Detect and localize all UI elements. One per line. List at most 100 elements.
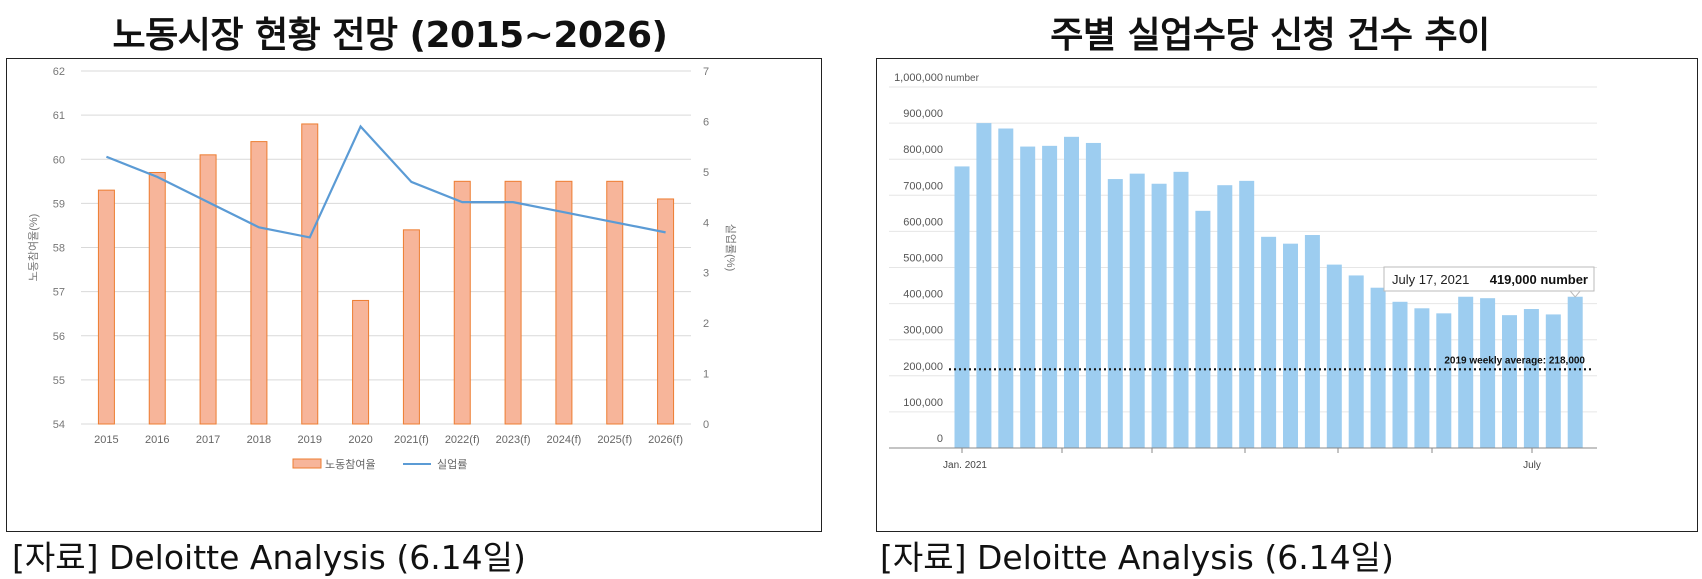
y-tick-label: 54 xyxy=(53,419,65,431)
x-tick-label: 2019 xyxy=(298,434,322,446)
weekly-claims-bar xyxy=(954,166,970,449)
y-tick-label: 900,000 xyxy=(903,108,943,120)
weekly-claims-bar xyxy=(1545,314,1561,448)
participation-bar xyxy=(250,141,268,425)
annotation-date: July 17, 2021 xyxy=(1392,272,1469,287)
weekly-claims-bar xyxy=(1326,264,1342,448)
y2-tick-label: 3 xyxy=(703,268,709,280)
weekly-claims-bar xyxy=(1567,296,1583,448)
reference-average-label: 2019 weekly average: 218,000 xyxy=(1444,355,1585,366)
y2-tick-label: 4 xyxy=(703,217,709,229)
y2-tick-label: 7 xyxy=(703,66,709,78)
y-tick-label: 400,000 xyxy=(903,289,943,301)
weekly-claims-bar xyxy=(1436,313,1452,448)
weekly-claims-bar xyxy=(1261,236,1277,448)
weekly-claims-bar xyxy=(1064,136,1079,448)
y-unit-label: number xyxy=(945,73,980,84)
legend-swatch-participation xyxy=(292,458,322,469)
x-tick-label: 2025(f) xyxy=(597,434,632,446)
participation-bar xyxy=(606,180,624,425)
x-tick-label: 2015 xyxy=(94,434,118,446)
y-tick-label: 55 xyxy=(53,375,65,387)
weekly-claims-bar xyxy=(1480,298,1496,448)
left-chart-title: 노동시장 현황 전망 (2015~2026) xyxy=(112,15,668,56)
y-tick-label: 300,000 xyxy=(903,325,943,337)
y-tick-label: 59 xyxy=(53,198,65,210)
y-tick-label: 0 xyxy=(937,433,943,445)
y-tick-label: 56 xyxy=(53,331,65,343)
y-tick-label: 200,000 xyxy=(903,361,943,373)
y-tick-label: 61 xyxy=(53,110,65,122)
weekly-claims-bar xyxy=(1414,308,1430,448)
unemployment-line xyxy=(106,124,666,239)
weekly-claims-bar xyxy=(1502,315,1517,448)
weekly-claims-bar xyxy=(1239,180,1255,449)
x-tick-label: 2023(f) xyxy=(496,434,531,446)
x-tick-label: July xyxy=(1523,460,1541,471)
participation-bar xyxy=(453,180,471,425)
participation-bar xyxy=(97,189,115,425)
y2-tick-label: 6 xyxy=(703,116,709,128)
weekly-claims-bar xyxy=(1523,309,1539,448)
annotation-value: 419,000 number xyxy=(1490,272,1588,287)
weekly-claims-bar xyxy=(1283,243,1298,448)
weekly-claims-bar xyxy=(1085,142,1101,448)
y2-tick-label: 2 xyxy=(703,318,709,330)
x-tick-label: 2026(f) xyxy=(648,434,683,446)
x-tick-label: 2022(f) xyxy=(445,434,480,446)
participation-bar xyxy=(199,154,217,425)
right-chart-title: 주별 실업수당 신청 건수 추이 xyxy=(1050,15,1490,56)
weekly-claims-bar xyxy=(1173,171,1189,448)
y-tick-label: 500,000 xyxy=(903,253,943,265)
left-source-note: [자료] Deloitte Analysis (6.14일) xyxy=(12,538,526,577)
weekly-claims-bar xyxy=(1370,287,1386,448)
x-tick-label: 2021(f) xyxy=(394,434,429,446)
annotation-box xyxy=(1383,266,1595,292)
y2-axis-label: 실업률(%) xyxy=(724,224,737,271)
annotation-pointer xyxy=(1569,290,1582,298)
y-tick-label: 100,000 xyxy=(903,397,943,409)
y-axis-label: 노동참여율(%) xyxy=(27,214,40,282)
participation-bar xyxy=(148,171,166,425)
labor-market-chart-panel: 54 55 56 57 58 59 60 61 62 0 1 2 3 4 5 6 7 2015 2016 2017 20… xyxy=(6,58,822,532)
weekly-claims-bar xyxy=(1458,296,1474,448)
x-tick-label: Jan. 2021 xyxy=(943,460,987,471)
y2-tick-label: 1 xyxy=(703,369,709,381)
weekly-claims-chart: 0 100,000 200,000 300,000 400,000 500,000 600,… xyxy=(889,72,1597,471)
y-tick-label: 62 xyxy=(53,66,65,78)
x-tick-label: 2020 xyxy=(348,434,372,446)
legend-label-unemployment: 실업률 xyxy=(437,458,467,471)
y-tick-label: 1,000,000 xyxy=(894,72,943,84)
weekly-claims-bar xyxy=(1217,185,1233,448)
y-tick-label: 700,000 xyxy=(903,180,943,192)
weekly-claims-bar xyxy=(1107,179,1123,448)
weekly-claims-bar xyxy=(1195,210,1211,448)
x-tick-label: 2016 xyxy=(145,434,169,446)
participation-bar xyxy=(555,180,573,425)
participation-bar xyxy=(301,123,319,425)
x-tick-label: 2018 xyxy=(247,434,271,446)
y2-tick-label: 0 xyxy=(703,419,709,431)
y-tick-label: 800,000 xyxy=(903,144,943,156)
participation-bar xyxy=(402,229,420,425)
y-tick-label: 57 xyxy=(53,287,65,299)
weekly-claims-bar xyxy=(1020,146,1036,448)
y-tick-label: 600,000 xyxy=(903,216,943,228)
y2-tick-label: 5 xyxy=(703,167,709,179)
weekly-claims-bar xyxy=(1392,301,1408,448)
participation-bar xyxy=(657,198,675,425)
legend-label-participation: 노동참여율 xyxy=(325,458,376,471)
weekly-claims-bar xyxy=(1042,145,1058,448)
right-source-note: [자료] Deloitte Analysis (6.14일) xyxy=(880,538,1394,577)
weekly-claims-bar xyxy=(976,123,992,448)
x-tick-label: 2024(f) xyxy=(546,434,581,446)
weekly-claims-bar xyxy=(1304,235,1320,448)
weekly-claims-bar xyxy=(1129,173,1145,448)
weekly-claims-bar xyxy=(1348,275,1364,448)
y-tick-label: 60 xyxy=(53,154,65,166)
y-tick-label: 58 xyxy=(53,243,65,255)
weekly-claims-bar xyxy=(998,128,1014,448)
weekly-claims-chart-panel: 0 100,000 200,000 300,000 400,000 500,000 600,… xyxy=(876,58,1698,532)
participation-bar xyxy=(504,180,522,425)
